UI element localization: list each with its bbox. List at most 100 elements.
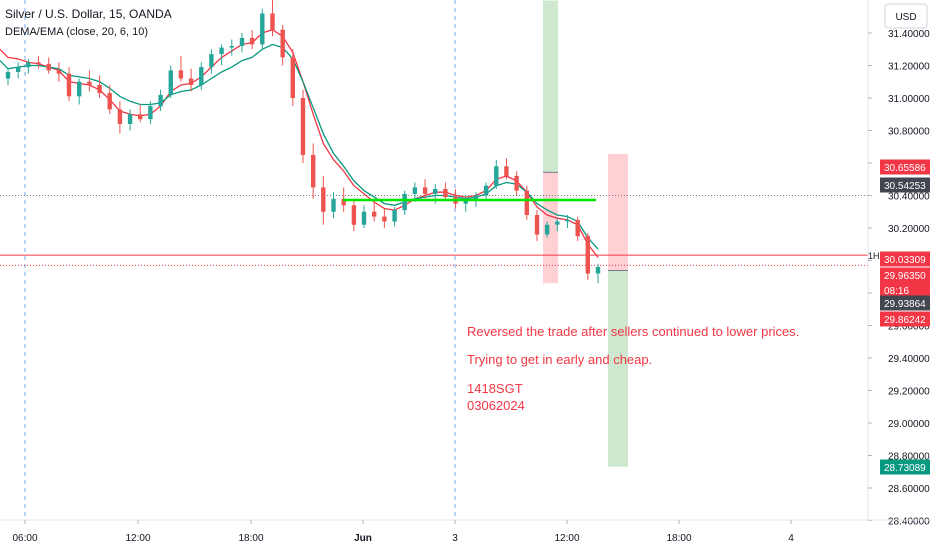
- annotation-line-4: 03062024: [467, 398, 525, 413]
- candle-body: [46, 63, 51, 71]
- x-tick-label: 12:00: [554, 533, 579, 544]
- price-label-text: 28.73089: [884, 463, 926, 474]
- time-axis[interactable]: 06:00 12:00 18:00 Jun 3 12:00 18:00 4: [0, 519, 932, 544]
- candle-body: [585, 236, 590, 274]
- candle-body: [280, 29, 285, 58]
- price-label-entry: [880, 177, 930, 193]
- profit-zone[interactable]: [608, 270, 628, 467]
- y-tick-label: 30.80000: [888, 127, 930, 138]
- candle-body: [56, 70, 62, 74]
- candle-body: [331, 198, 336, 212]
- candle-body: [443, 189, 448, 198]
- candles: [5, 0, 601, 284]
- candle-body: [158, 94, 163, 107]
- candle-body: [392, 210, 397, 222]
- annotation-line-3: 1418SGT: [467, 381, 523, 396]
- candle-body: [290, 57, 295, 98]
- price-label-target: [880, 459, 930, 475]
- candle-body: [77, 81, 82, 97]
- loss-zone[interactable]: [608, 153, 628, 271]
- price-label-take-profit: [880, 159, 930, 175]
- y-tick-label: 30.20000: [888, 224, 930, 235]
- candle-body: [66, 73, 72, 97]
- y-tick-label: 29.20000: [888, 387, 930, 398]
- annotation-line-1: Reversed the trade after sellers continu…: [467, 324, 799, 339]
- symbol-title[interactable]: Silver / U.S. Dollar, 15, OANDA: [5, 7, 172, 21]
- candle-body: [514, 176, 519, 191]
- candle-body: [372, 211, 377, 217]
- price-label-text: 30.03309: [884, 255, 926, 266]
- candle-body: [127, 114, 133, 124]
- timeframe-marker: 1H: [868, 251, 880, 261]
- candle-body: [321, 187, 326, 212]
- price-label-text: 08:16: [884, 286, 909, 297]
- candle-body: [199, 67, 204, 85]
- candle-body: [311, 154, 316, 188]
- price-label-text: 29.96350: [884, 271, 926, 282]
- y-tick-label: 30.40000: [888, 192, 930, 203]
- header: Silver / U.S. Dollar, 15, OANDA DEMA/EMA…: [5, 7, 172, 38]
- candle-body: [382, 216, 387, 222]
- y-tick-label: 31.20000: [888, 62, 930, 73]
- candle-body: [249, 37, 255, 45]
- price-label-bar-countdown: [880, 282, 930, 298]
- x-tick-label: 12:00: [125, 533, 150, 544]
- price-label-text: 30.54253: [884, 181, 926, 192]
- candle-body: [5, 72, 11, 79]
- candle-body: [300, 98, 306, 155]
- price-label-low: [880, 311, 930, 327]
- candle-body: [402, 193, 407, 211]
- candle-body: [178, 70, 184, 79]
- x-tick-label: 4: [788, 533, 794, 544]
- candle-body: [524, 190, 529, 215]
- candle-body: [595, 267, 601, 274]
- candle-body: [219, 47, 224, 55]
- y-tick-label: 31.00000: [888, 94, 930, 105]
- x-tick-label: 06:00: [12, 533, 37, 544]
- price-label-position-entry: [880, 295, 930, 311]
- candle-body: [463, 200, 468, 204]
- price-axis[interactable]: 31.4000031.2000031.0000030.8000030.60000…: [867, 0, 932, 550]
- indicator-legend[interactable]: DEMA/EMA (close, 20, 6, 10): [5, 26, 148, 38]
- y-tick-label: 28.40000: [888, 517, 930, 528]
- candle-body: [575, 219, 580, 237]
- price-label-text: 29.93864: [884, 299, 926, 310]
- candle-body: [239, 37, 245, 46]
- price-label-last-price: [880, 267, 930, 283]
- currency-button[interactable]: USD: [884, 3, 928, 29]
- y-tick-label: 29.60000: [888, 322, 930, 333]
- candle-body: [433, 189, 438, 194]
- annotation-text[interactable]: Reversed the trade after sellers continu…: [467, 324, 799, 413]
- candle-body: [483, 185, 489, 196]
- candle-body: [87, 81, 92, 85]
- candle-body: [97, 85, 102, 94]
- x-tick-label: 18:00: [666, 533, 691, 544]
- candle-body: [138, 114, 143, 120]
- candle-body: [422, 187, 428, 194]
- currency-button-label[interactable]: USD: [895, 12, 916, 23]
- annotation-line-2: Trying to get in early and cheap.: [467, 352, 652, 367]
- candle-body: [473, 195, 479, 201]
- candle-body: [565, 219, 570, 222]
- candle-body: [351, 205, 357, 225]
- candle-body: [341, 198, 346, 206]
- x-tick-label: 18:00: [238, 533, 263, 544]
- candle-body: [361, 211, 367, 225]
- candle-body: [26, 62, 31, 68]
- candle-body: [555, 221, 560, 225]
- candle-body: [229, 46, 234, 48]
- price-label-hourly-level: [880, 251, 930, 267]
- x-tick-label: 3: [452, 533, 458, 544]
- x-tick-label: Jun: [354, 533, 372, 544]
- candle-body: [188, 78, 194, 85]
- candle-body: [534, 215, 540, 235]
- horizontal-levels[interactable]: [0, 195, 868, 266]
- candle-body: [168, 70, 173, 95]
- profit-zone[interactable]: [543, 0, 558, 173]
- time-separators: [24, 0, 456, 520]
- candle-body: [260, 13, 265, 45]
- y-tick-label: 28.80000: [888, 452, 930, 463]
